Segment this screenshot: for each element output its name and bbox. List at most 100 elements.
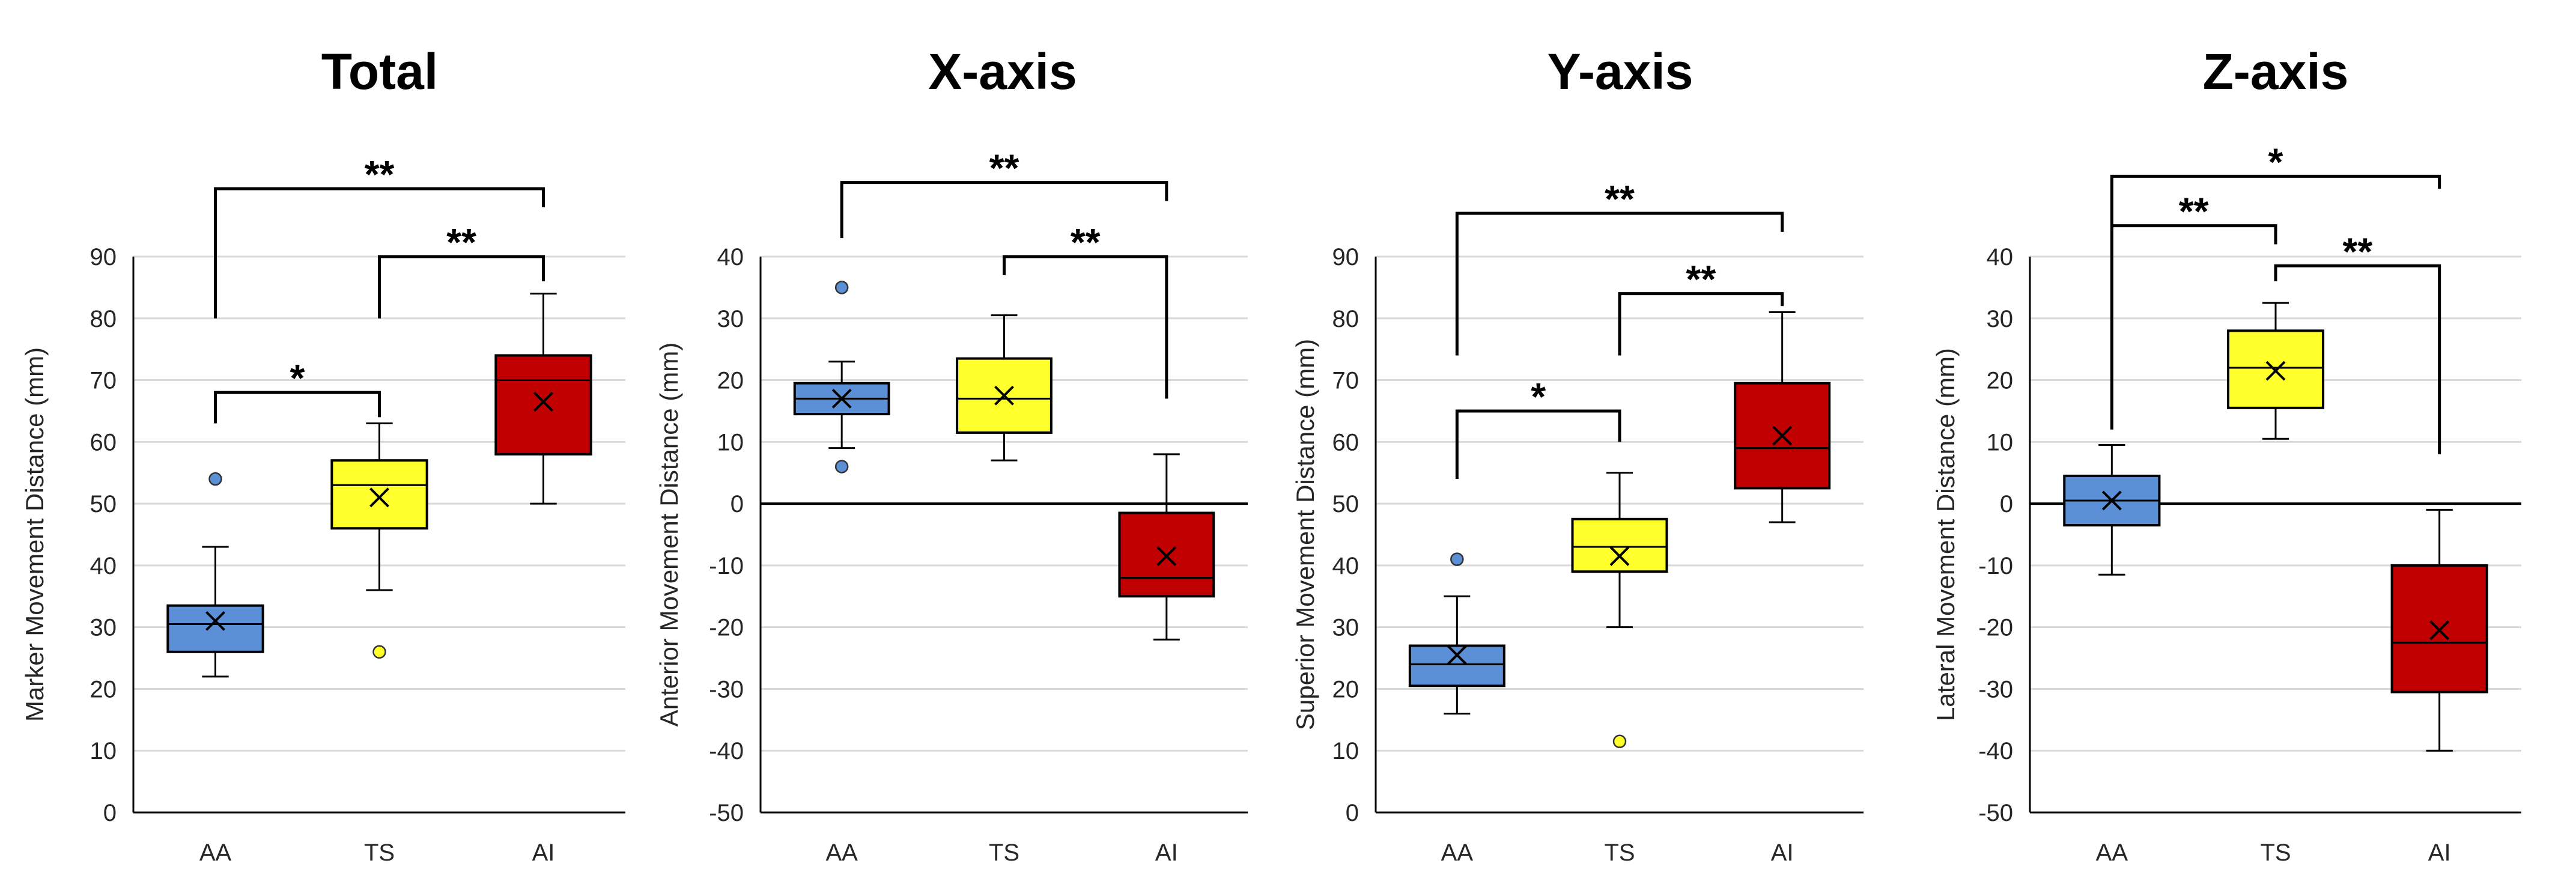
- y-tick-label: 40: [90, 553, 117, 579]
- mean-marker: [2429, 620, 2450, 641]
- outlier-point: [372, 645, 386, 659]
- mean-marker: [1156, 546, 1177, 566]
- significance-stars: **: [446, 221, 476, 264]
- significance-bracket: [214, 391, 381, 424]
- y-tick-label: 80: [90, 306, 117, 332]
- iqr-box: [330, 459, 428, 530]
- y-tick-label: -20: [1978, 615, 2013, 641]
- y-tick-label: 50: [90, 491, 117, 517]
- significance-bracket: [1618, 292, 1784, 356]
- chart-title: Total: [321, 43, 438, 100]
- iqr-box: [1408, 644, 1505, 687]
- y-tick-label: 40: [1332, 553, 1359, 579]
- y-tick-label: 0: [1346, 800, 1359, 826]
- y-tick-label: 10: [1987, 429, 2014, 456]
- y-tick-label: 20: [1332, 676, 1359, 702]
- significance-stars: **: [989, 147, 1019, 190]
- x-tick-label: AI: [532, 840, 555, 866]
- y-axis-label: Lateral Movement Distance (mm): [1931, 348, 1960, 721]
- outlier-point: [208, 472, 222, 486]
- y-tick-label: 10: [1332, 738, 1359, 764]
- x-tick-label: TS: [364, 840, 395, 866]
- box-ts: [956, 314, 1053, 462]
- mean-marker: [994, 385, 1014, 406]
- panel-y-axis: Y-axis 0 10 20 30 40 50 60 70 80 90 Superior Moveme…: [1291, 43, 1864, 866]
- panel-x-axis: X-axis -50 -40 -30 -20 -10 0 10 20 30 40 Anterior M…: [655, 43, 1248, 866]
- box-aa: [793, 281, 890, 474]
- mean-marker: [1609, 546, 1630, 566]
- panel-total: Total 0 10 20 30 40 50 60 70 80 90 Marker Movement …: [20, 43, 625, 866]
- y-tick-label: 10: [717, 429, 744, 456]
- mean-marker: [831, 388, 852, 409]
- mean-marker: [533, 392, 553, 412]
- x-tick-label: TS: [2260, 840, 2291, 866]
- box-ts: [1571, 472, 1668, 749]
- box-ts: [2226, 302, 2325, 440]
- box-aa: [2063, 443, 2161, 576]
- mean-marker: [1447, 645, 1467, 665]
- y-tick-label: -20: [709, 615, 744, 641]
- significance-bracket: [1455, 212, 1784, 356]
- y-tick-label: 40: [717, 244, 744, 270]
- outlier-point: [1612, 734, 1627, 749]
- x-tick-label: AA: [2096, 840, 2128, 866]
- y-tick-label: 20: [90, 676, 117, 702]
- y-axis-label: Marker Movement Distance (mm): [20, 347, 49, 722]
- y-tick-label: 70: [1332, 368, 1359, 394]
- y-axis-label: Superior Movement Distance (mm): [1291, 339, 1319, 730]
- y-tick-label: -50: [709, 800, 744, 826]
- y-tick-label: 50: [1332, 491, 1359, 517]
- significance-stars: *: [290, 356, 305, 400]
- y-tick-label: 0: [2000, 491, 2013, 517]
- x-tick-label: AI: [1771, 840, 1794, 866]
- y-tick-label: 30: [90, 615, 117, 641]
- y-tick-label: 20: [1987, 368, 2014, 394]
- y-tick-label: 60: [1332, 429, 1359, 456]
- significance-bracket: [1455, 409, 1621, 479]
- significance-stars: *: [1531, 375, 1546, 418]
- y-tick-label: 20: [717, 368, 744, 394]
- significance-stars: **: [1071, 221, 1101, 264]
- mean-marker: [2265, 361, 2286, 381]
- x-tick-label: TS: [989, 840, 1019, 866]
- mean-marker: [2101, 490, 2122, 511]
- box-ai: [1118, 453, 1215, 641]
- iqr-box: [1571, 517, 1668, 573]
- y-tick-label: -50: [1978, 800, 2013, 826]
- significance-bracket: [214, 187, 545, 318]
- y-tick-label: -30: [709, 676, 744, 702]
- y-tick-label: -30: [1978, 676, 2013, 702]
- box-aa: [166, 472, 264, 678]
- box-ai: [494, 293, 592, 505]
- y-tick-label: 30: [1987, 306, 2014, 332]
- y-tick-label: 30: [1332, 615, 1359, 641]
- x-tick-label: TS: [1604, 840, 1635, 866]
- significance-stars: **: [365, 153, 395, 196]
- y-tick-label: -10: [1978, 553, 2013, 579]
- mean-marker: [205, 611, 225, 631]
- x-tick-label: AA: [199, 840, 232, 866]
- outlier-point: [1450, 552, 1464, 566]
- y-tick-label: 30: [717, 306, 744, 332]
- x-tick-label: AA: [1441, 840, 1474, 866]
- y-tick-label: 10: [90, 738, 117, 764]
- significance-bracket: [840, 181, 1168, 239]
- y-tick-label: -40: [1978, 738, 2013, 764]
- box-ai: [1734, 311, 1831, 523]
- chart-title: Z-axis: [2203, 43, 2349, 100]
- significance-stars: **: [2179, 190, 2209, 233]
- box-ts: [330, 422, 428, 659]
- significance-bracket: [2274, 264, 2441, 454]
- y-tick-label: 0: [731, 491, 744, 517]
- y-tick-label: 80: [1332, 306, 1359, 332]
- significance-bracket: [2110, 224, 2277, 430]
- y-tick-label: -10: [709, 553, 744, 579]
- outlier-point: [834, 460, 849, 474]
- y-tick-label: 90: [1332, 244, 1359, 270]
- y-tick-label: 60: [90, 429, 117, 456]
- significance-stars: **: [1686, 258, 1716, 301]
- panel-z-axis: Z-axis -50 -40 -30 -20 -10 0 10 20 30 40 Lateral Mo…: [1931, 43, 2521, 866]
- significance-stars: **: [2342, 230, 2372, 273]
- significance-bracket: [378, 255, 545, 318]
